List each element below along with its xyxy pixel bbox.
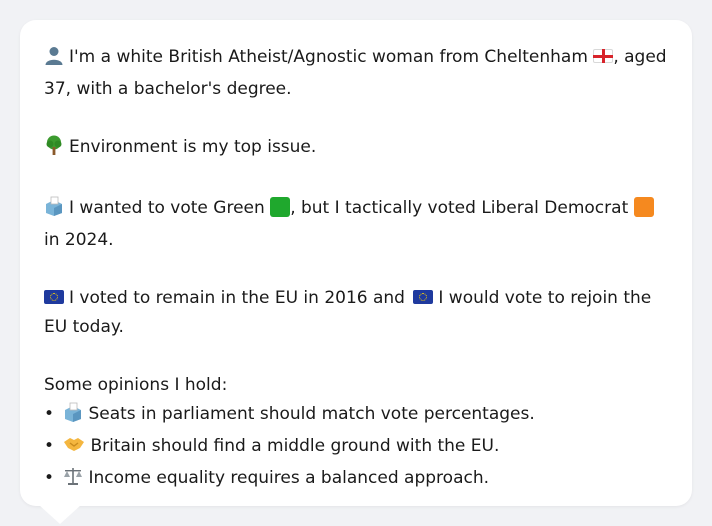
opinions-heading: Some opinions I hold: <box>44 375 228 395</box>
speech-bubble-tail <box>39 505 81 524</box>
intro-text-rest: , aged 37, with a bachelor's degree. <box>44 47 667 99</box>
bullet: • <box>44 404 55 424</box>
top-issue-paragraph: Environment is my top issue. <box>44 133 668 165</box>
vote-text-c: in 2024. <box>44 230 114 250</box>
opinions-list: • Seats in parliament should match vote … <box>44 400 668 496</box>
ballot-box-icon <box>63 402 83 432</box>
eu-text-b: I would vote to rejoin the EU today. <box>44 288 652 337</box>
intro-text: I'm a white British Atheist/Agnostic wom… <box>69 47 588 67</box>
england-flag-icon <box>593 49 614 63</box>
vote-text-b: , but I tactically voted Liberal Democra… <box>290 198 629 218</box>
green-square-icon <box>270 197 291 217</box>
bullet: • <box>44 468 55 488</box>
opinion-text: Seats in parliament should match vote pe… <box>88 404 535 424</box>
vote-paragraph: I wanted to vote Green , but I tacticall… <box>44 194 668 255</box>
scales-icon <box>63 466 83 496</box>
tree-icon <box>44 135 64 165</box>
top-issue-text: Environment is my top issue. <box>69 137 317 157</box>
profile-card: I'm a white British Atheist/Agnostic wom… <box>20 20 692 506</box>
eu-flag-icon <box>413 290 434 304</box>
intro-paragraph: I'm a white British Atheist/Agnostic wom… <box>44 43 668 104</box>
orange-square-icon <box>633 197 654 217</box>
eu-text-a: I voted to remain in the EU in 2016 and <box>69 288 405 308</box>
ballot-box-icon <box>44 196 64 226</box>
bullet: • <box>44 436 55 456</box>
vote-text-a: I wanted to vote Green <box>69 198 265 218</box>
opinion-text: Income equality requires a balanced appr… <box>88 468 490 488</box>
person-icon <box>44 45 64 75</box>
opinion-text: Britain should find a middle ground with… <box>90 436 500 456</box>
list-item: • Seats in parliament should match vote … <box>44 400 668 432</box>
handshake-icon <box>63 434 85 464</box>
list-item: • Income equality requires a balanced ap… <box>44 464 668 496</box>
list-item: • Britain should find a middle ground wi… <box>44 432 668 464</box>
eu-flag-icon <box>44 290 64 304</box>
eu-paragraph: I voted to remain in the EU in 2016 and … <box>44 284 668 342</box>
